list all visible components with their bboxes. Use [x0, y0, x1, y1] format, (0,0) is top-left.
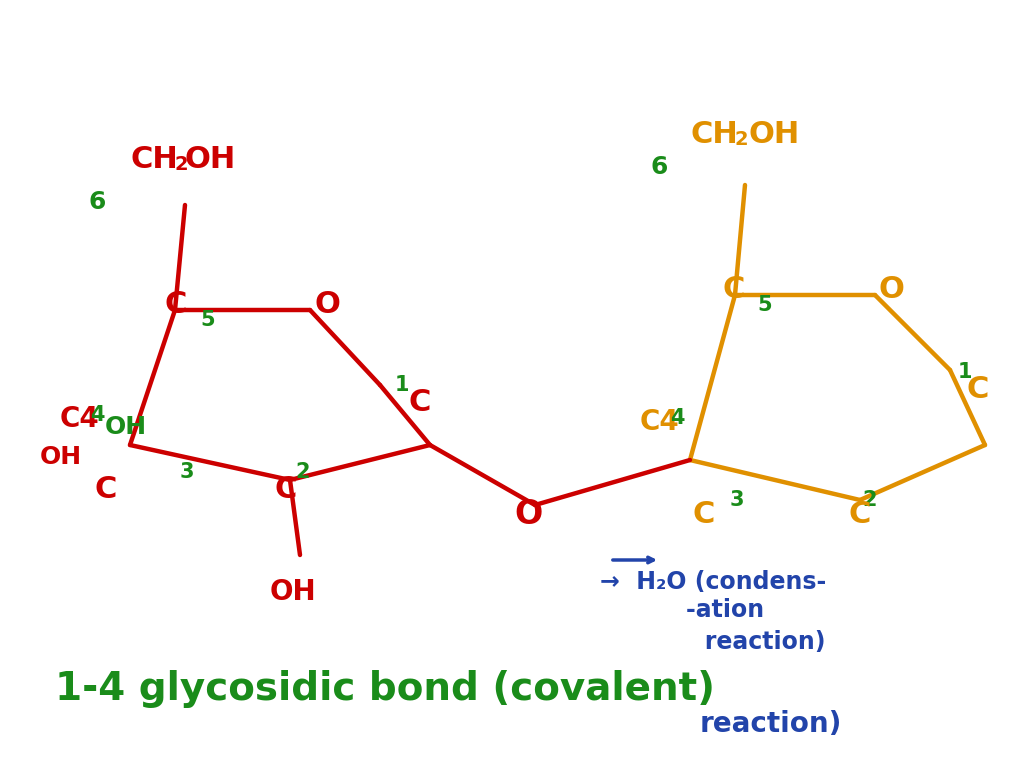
Text: 2: 2: [175, 155, 188, 174]
Text: 4: 4: [90, 405, 104, 425]
Text: C4: C4: [60, 405, 99, 433]
Text: O: O: [315, 290, 341, 319]
Text: 2: 2: [862, 490, 877, 510]
Text: C: C: [848, 500, 870, 529]
Text: C: C: [692, 500, 715, 529]
Text: OH: OH: [270, 578, 316, 606]
Text: -ation: -ation: [620, 598, 764, 622]
Text: C: C: [275, 475, 297, 504]
Text: O: O: [514, 498, 542, 531]
Text: 3: 3: [730, 490, 744, 510]
Text: 2: 2: [735, 130, 749, 149]
Text: 3: 3: [180, 462, 195, 482]
Text: 1-4 glycosidic bond (covalent): 1-4 glycosidic bond (covalent): [55, 670, 715, 708]
Text: OH: OH: [105, 415, 147, 439]
Text: OH: OH: [185, 145, 237, 174]
Text: C: C: [408, 388, 430, 417]
Text: OH: OH: [40, 445, 82, 469]
Text: 2: 2: [295, 462, 309, 482]
Text: 5: 5: [200, 310, 215, 330]
Text: CH: CH: [690, 120, 737, 149]
Text: 6: 6: [88, 190, 105, 214]
Text: 6: 6: [650, 155, 668, 179]
Text: reaction): reaction): [680, 630, 825, 654]
Text: C: C: [722, 275, 744, 304]
Text: C: C: [165, 290, 187, 319]
Text: C: C: [967, 375, 989, 404]
Text: →  H₂O (condens-: → H₂O (condens-: [600, 570, 826, 594]
Text: CH: CH: [130, 145, 178, 174]
Text: 4: 4: [670, 408, 684, 428]
Text: 5: 5: [757, 295, 772, 315]
Text: 1: 1: [395, 375, 410, 395]
Text: C4: C4: [640, 408, 680, 436]
Text: OH: OH: [748, 120, 800, 149]
Text: reaction): reaction): [700, 710, 843, 738]
Text: 1: 1: [958, 362, 973, 382]
Text: O: O: [878, 275, 904, 304]
Text: C: C: [95, 475, 118, 504]
